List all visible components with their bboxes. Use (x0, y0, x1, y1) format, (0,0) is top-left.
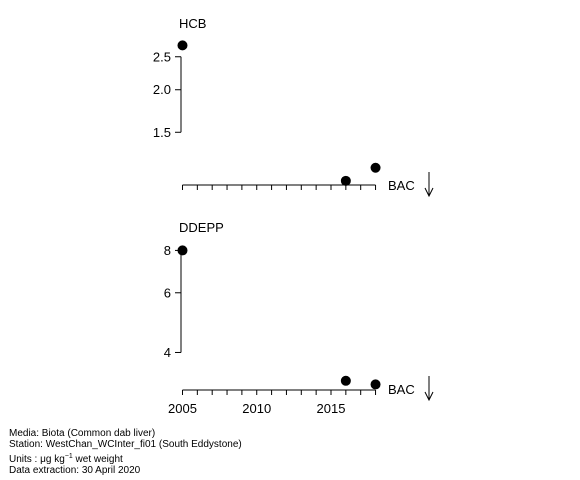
y-tick-label: 8 (164, 243, 171, 258)
units-suffix: wet weight (72, 453, 123, 465)
y-tick-label: 4 (164, 345, 171, 360)
x-tick-label: 2010 (242, 401, 271, 416)
units-prefix: Units : μg kg (9, 453, 65, 465)
data-point (340, 175, 351, 186)
panel-title: DDEPP (179, 220, 224, 235)
y-tick-label: 2.5 (153, 49, 171, 64)
bac-arrow-head (424, 187, 434, 198)
media-label: Media: Biota (Common dab liver) (9, 428, 156, 439)
y-tick-label: 6 (164, 285, 171, 300)
chart-panel-hcb: HCB 1.5 2.0 2.5 BAC (153, 16, 434, 198)
extraction-label: Data extraction: 30 April 2020 (9, 465, 141, 477)
data-point (177, 40, 188, 51)
y-tick-label: 1.5 (153, 125, 171, 140)
chart-panel-ddepp: DDEPP 4 6 8 2005 2010 2015 BAC (164, 220, 434, 416)
data-point (370, 379, 381, 390)
bac-label: BAC (388, 382, 415, 397)
units-label: Units : μg kg−1 wet weight (9, 451, 242, 465)
data-point (177, 245, 188, 256)
units-exponent: −1 (64, 452, 73, 460)
panel-title: HCB (179, 16, 206, 31)
x-tick-label: 2015 (317, 401, 346, 416)
data-point (370, 162, 381, 173)
x-tick-label: 2005 (168, 401, 197, 416)
bac-arrow-head (424, 391, 434, 402)
data-point (340, 375, 351, 386)
bac-label: BAC (388, 178, 415, 193)
y-tick-label: 2.0 (153, 82, 171, 97)
chart-footer: Media: Biota (Common dab liver) Station:… (9, 428, 242, 477)
station-label: Station: WestChan_WCInter_fi01 (South Ed… (9, 439, 242, 451)
